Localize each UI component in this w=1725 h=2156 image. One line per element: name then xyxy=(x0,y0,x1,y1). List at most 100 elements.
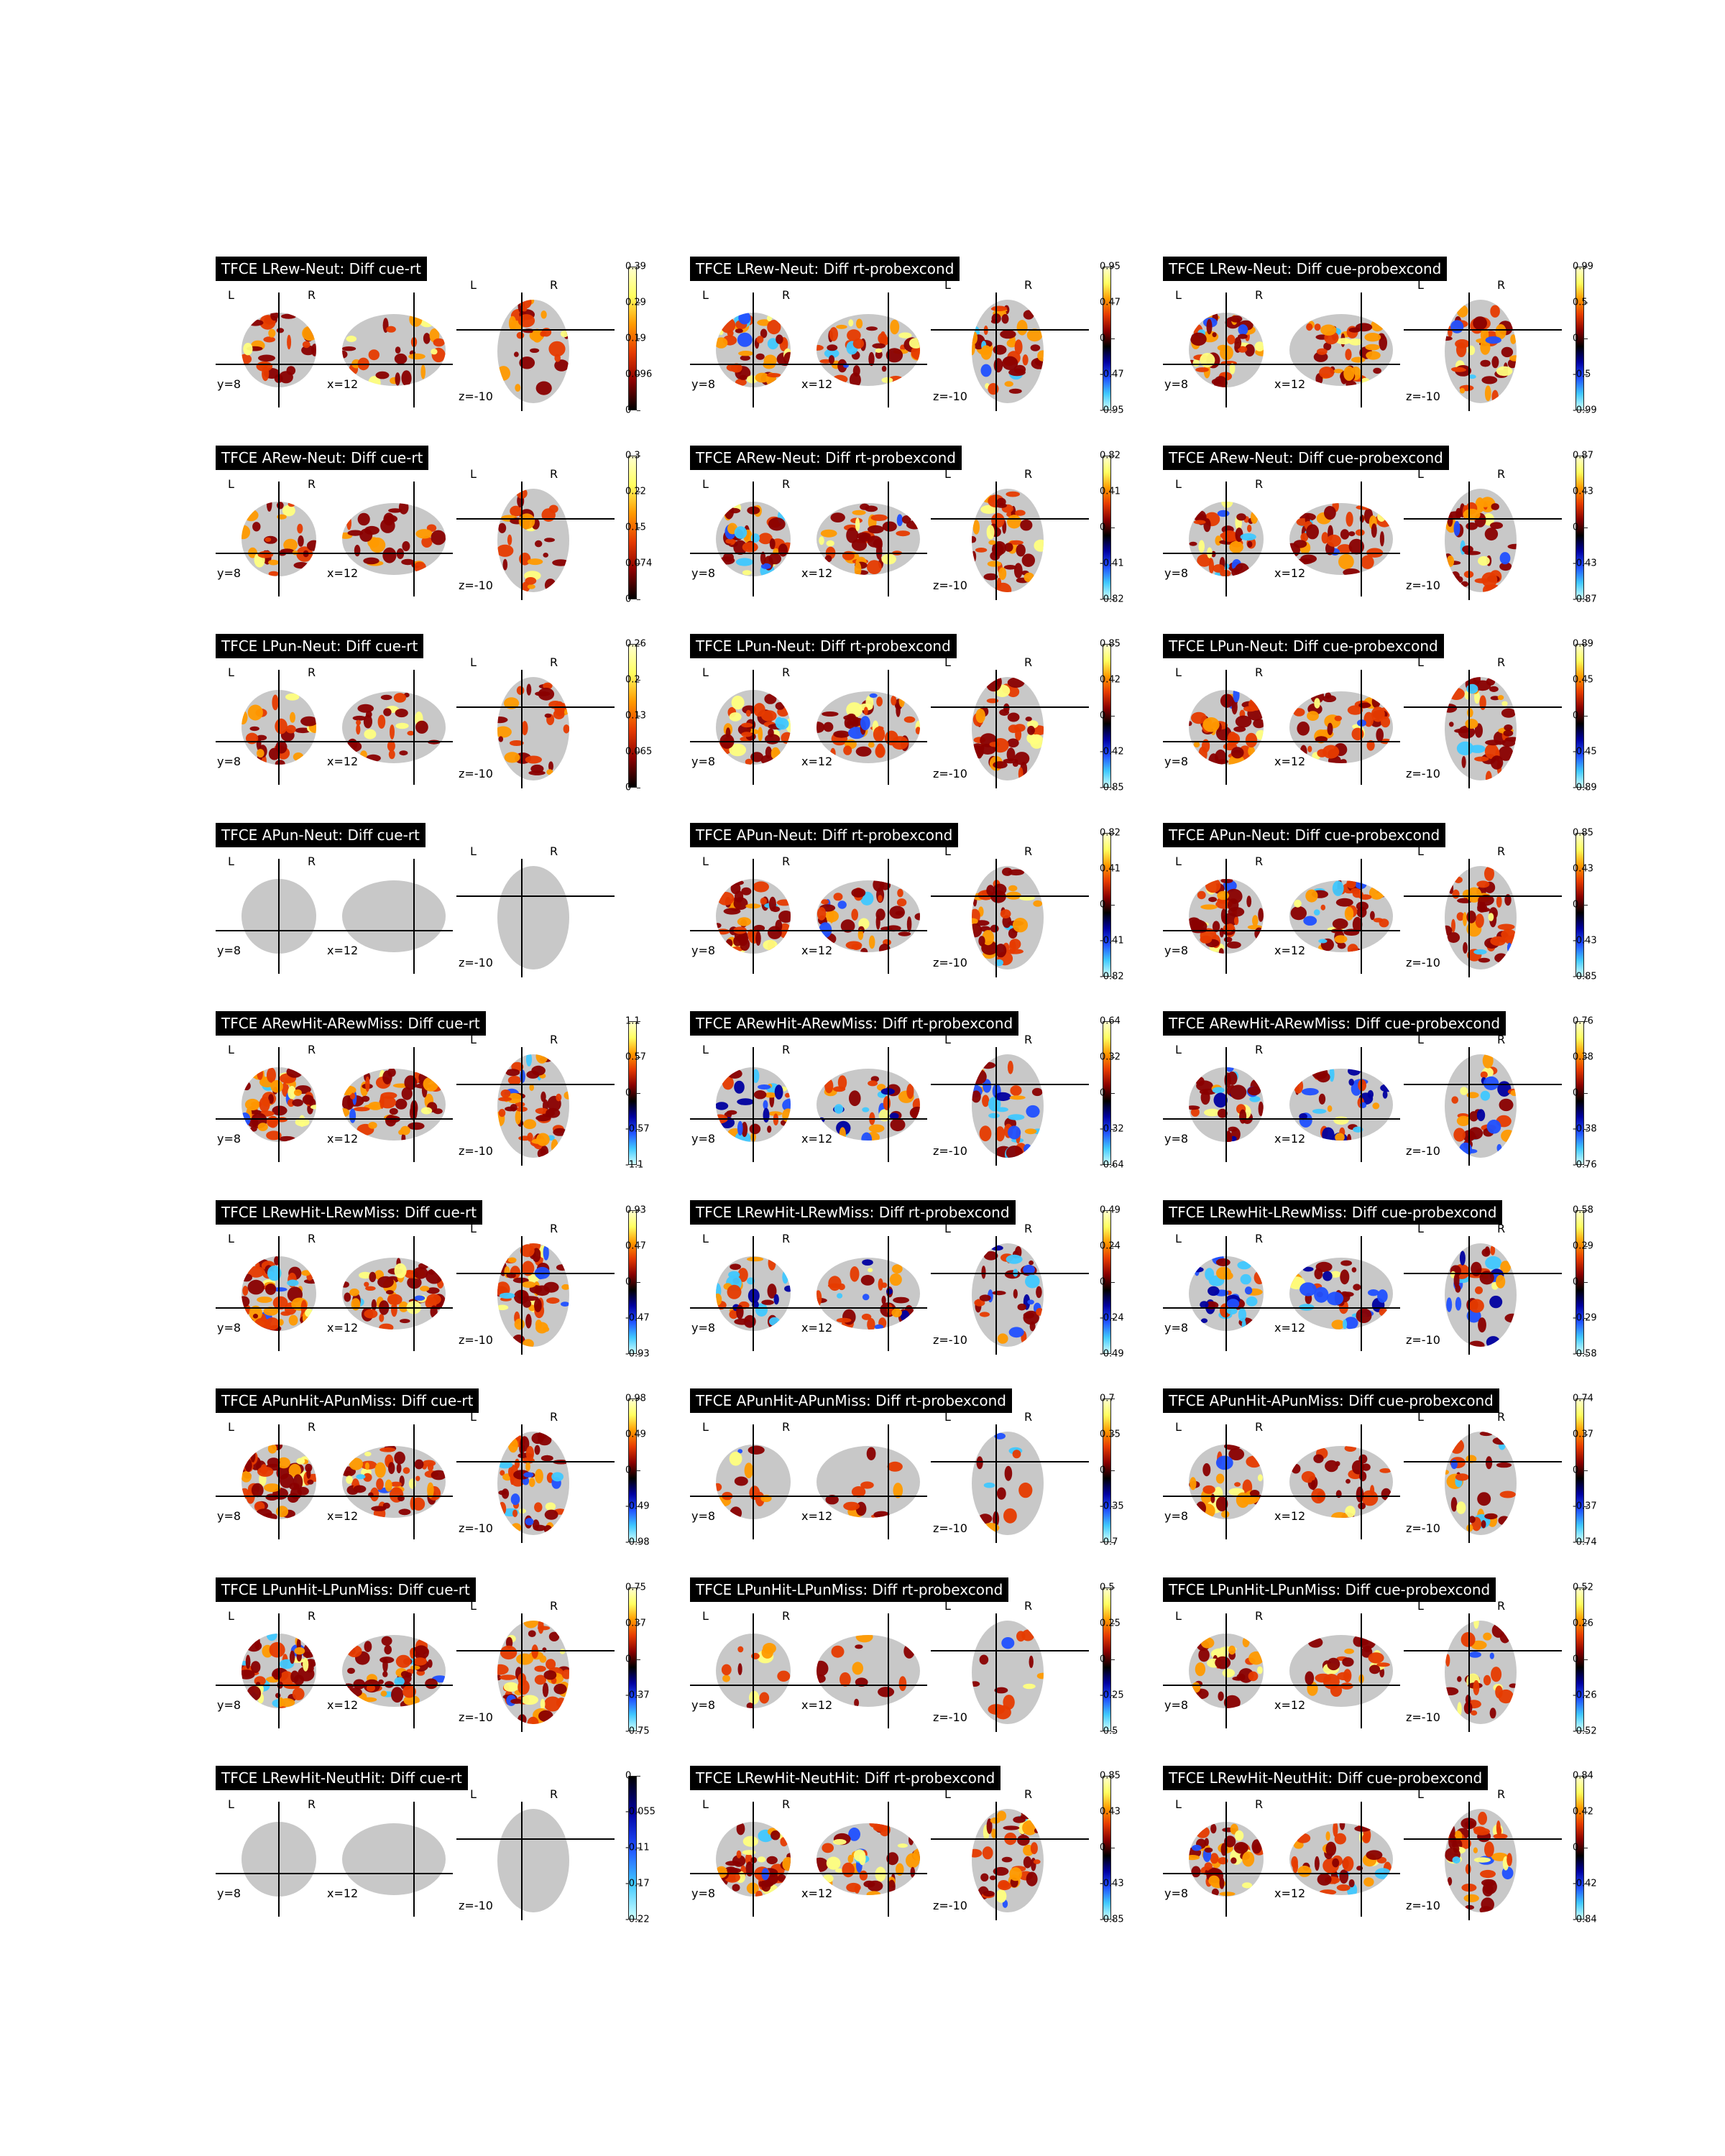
glass-brain-slices xyxy=(1163,481,1562,600)
colorbar-gradient xyxy=(628,267,637,410)
axial-coord-label: z=-10 xyxy=(1406,1144,1440,1158)
orientation-left-label: L xyxy=(702,1043,709,1056)
orientation-left-label: L xyxy=(702,1231,709,1245)
orientation-left-label: L xyxy=(1175,288,1182,302)
axial-coord-label: z=-10 xyxy=(933,1144,967,1158)
glass-brain-slices xyxy=(690,1235,1089,1355)
axial-coord-label: z=-10 xyxy=(1406,1710,1440,1724)
orientation-right-label: R xyxy=(550,1787,558,1801)
colorbar-tick xyxy=(1111,410,1115,411)
axial-coord-label: z=-10 xyxy=(933,390,967,403)
orientation-left-label: L xyxy=(944,1598,951,1613)
colorbar-gradient xyxy=(1576,1399,1584,1542)
orientation-right-label: R xyxy=(1024,1033,1033,1046)
sagittal-slice xyxy=(816,1634,920,1707)
axial-coord-label: z=-10 xyxy=(459,1899,493,1912)
colorbar-tick xyxy=(1584,563,1588,564)
colorbar-tick xyxy=(1111,1695,1115,1696)
orientation-left-label: L xyxy=(944,1221,951,1235)
coronal-coord-label: y=8 xyxy=(217,1697,242,1712)
glass-brain-slices xyxy=(690,1424,1089,1543)
orientation-left-label: L xyxy=(1175,476,1182,491)
colorbar-tick xyxy=(1584,680,1588,681)
orientation-left-label: L xyxy=(944,655,951,669)
axial-coord-label: z=-10 xyxy=(933,1332,967,1347)
panel-title: TFCE LPun-Neut: Diff cue-probexcond xyxy=(1163,634,1444,658)
axial-slice xyxy=(497,1809,569,1912)
colorbar-tick xyxy=(1584,716,1588,717)
orientation-left-label: L xyxy=(944,278,951,292)
coronal-coord-label: y=8 xyxy=(217,566,242,580)
colorbar-tick xyxy=(1111,680,1115,681)
panel-title: TFCE ARew-Neut: Diff cue-probexcond xyxy=(1163,445,1449,470)
sagittal-coord-label: x=12 xyxy=(801,1886,833,1900)
glass-brain-slices xyxy=(216,1047,615,1166)
colorbar-tick xyxy=(1111,868,1115,870)
orientation-left-label: L xyxy=(702,476,709,491)
sagittal-coord-label: x=12 xyxy=(327,1320,359,1335)
glass-brain-slices xyxy=(1163,1424,1562,1543)
orientation-left-label: L xyxy=(702,854,709,868)
axial-slice xyxy=(972,1620,1044,1724)
sagittal-coord-label: x=12 xyxy=(1274,1886,1306,1900)
colorbar-tick xyxy=(637,563,640,564)
colorbar-tick xyxy=(637,1021,640,1022)
panel-title: TFCE LRewHit-LRewMiss: Diff cue-rt xyxy=(216,1199,483,1225)
orientation-right-label: R xyxy=(1255,1608,1264,1623)
colorbar-tick xyxy=(637,1057,640,1058)
sagittal-coord-label: x=12 xyxy=(801,943,833,957)
panel-title: TFCE LRew-Neut: Diff rt-probexcond xyxy=(690,257,960,281)
sagittal-coord-label: x=12 xyxy=(801,1320,833,1335)
glass-brain-slices xyxy=(216,1802,615,1920)
colorbar-tick xyxy=(1584,832,1588,834)
brain-map-panel: TFCE LRewHit-LRewMiss: Diff cue-probexco… xyxy=(1163,1199,1597,1359)
colorbar-tick xyxy=(637,374,640,375)
colorbar-tick xyxy=(637,644,640,645)
colorbar-tick xyxy=(637,1281,640,1283)
orientation-left-label: L xyxy=(1175,1231,1182,1245)
axial-coord-label: z=-10 xyxy=(459,1710,493,1724)
brain-map-panel: TFCE ARewHit-ARewMiss: Diff rt-probexcon… xyxy=(690,1011,1124,1171)
sagittal-coord-label: x=12 xyxy=(1274,1509,1306,1523)
colorbar-tick xyxy=(1584,868,1588,870)
axial-coord-label: z=-10 xyxy=(1406,1332,1440,1347)
colorbar-gradient xyxy=(1576,1587,1584,1731)
axial-coord-label: z=-10 xyxy=(459,955,493,969)
glass-brain-slices xyxy=(1163,1047,1562,1166)
orientation-left-label: L xyxy=(944,466,951,481)
coronal-coord-label: y=8 xyxy=(1164,1697,1189,1712)
panel-title: TFCE APun-Neut: Diff cue-probexcond xyxy=(1163,822,1446,847)
panel-title: TFCE LPunHit-LPunMiss: Diff cue-probexco… xyxy=(1163,1577,1496,1602)
orientation-right-label: R xyxy=(1497,1787,1506,1801)
colorbar-tick xyxy=(1584,644,1588,645)
orientation-right-label: R xyxy=(1497,278,1506,292)
colorbar-tick xyxy=(1111,338,1115,339)
sagittal-coord-label: x=12 xyxy=(1274,943,1306,957)
panel-title: TFCE ARew-Neut: Diff cue-rt xyxy=(216,445,429,470)
axial-coord-label: z=-10 xyxy=(1406,390,1440,403)
colorbar-gradient xyxy=(628,1021,637,1165)
orientation-right-label: R xyxy=(550,278,558,292)
orientation-left-label: L xyxy=(1417,466,1424,481)
orientation-right-label: R xyxy=(782,1608,791,1623)
orientation-left-label: L xyxy=(228,476,234,491)
orientation-right-label: R xyxy=(1024,844,1033,858)
sagittal-coord-label: x=12 xyxy=(327,1697,359,1712)
colorbar-gradient xyxy=(1576,1021,1584,1165)
axial-coord-label: z=-10 xyxy=(933,955,967,969)
colorbar-tick xyxy=(1584,599,1588,600)
colorbar-tick xyxy=(1111,904,1115,906)
orientation-right-label: R xyxy=(550,1598,558,1613)
colorbar-tick xyxy=(1111,1210,1115,1211)
orientation-left-label: L xyxy=(1175,665,1182,679)
glass-brain-slices xyxy=(690,481,1089,600)
colorbar-gradient xyxy=(628,644,637,788)
orientation-right-label: R xyxy=(782,1043,791,1056)
sagittal-coord-label: x=12 xyxy=(1274,755,1306,768)
orientation-right-label: R xyxy=(550,844,558,858)
orientation-right-label: R xyxy=(550,466,558,481)
coronal-coord-label: y=8 xyxy=(217,1320,242,1335)
orientation-right-label: R xyxy=(308,476,316,491)
coronal-coord-label: y=8 xyxy=(691,1320,716,1335)
